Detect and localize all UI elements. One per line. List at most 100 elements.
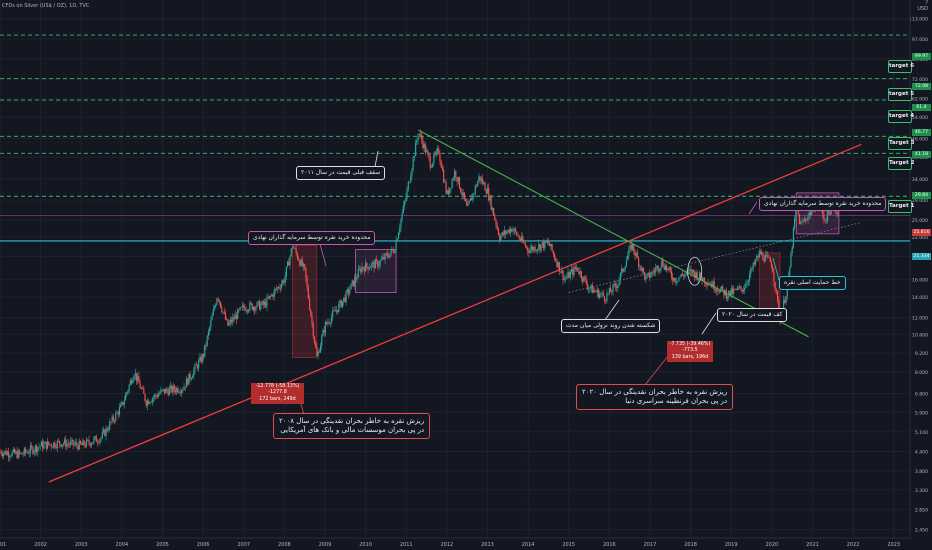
candle-body bbox=[343, 297, 345, 302]
candle-body bbox=[166, 388, 168, 391]
candle-body bbox=[200, 356, 202, 363]
candle-body bbox=[57, 441, 60, 442]
measure-2008-change: -12.778 (-58.13%) -1277.8 bbox=[255, 384, 300, 396]
candle-body bbox=[322, 330, 324, 337]
candle-body bbox=[564, 278, 567, 280]
candle-body bbox=[466, 201, 468, 206]
candle-body bbox=[612, 284, 614, 293]
candle-body bbox=[506, 231, 508, 234]
x-tick-label: 2013 bbox=[481, 542, 494, 548]
candle-body bbox=[39, 446, 41, 447]
candle-body bbox=[568, 272, 570, 278]
symbol-badge[interactable]: ? bbox=[925, 0, 928, 6]
x-tick-label: 2020 bbox=[766, 542, 779, 548]
candle-body bbox=[12, 449, 15, 452]
x-tick-label: 2011 bbox=[400, 542, 413, 548]
target-3-label[interactable]: Target 3 bbox=[888, 137, 915, 150]
candle-body bbox=[227, 319, 229, 326]
candle-body bbox=[484, 182, 486, 191]
candle-body bbox=[450, 187, 452, 189]
candle-body bbox=[658, 269, 660, 271]
candle-body bbox=[638, 257, 640, 267]
candle-body bbox=[94, 436, 96, 439]
candle-body bbox=[534, 246, 536, 252]
candle-body bbox=[37, 447, 39, 453]
candle-body bbox=[82, 440, 84, 446]
candle-body bbox=[193, 370, 195, 377]
candle-body bbox=[195, 364, 197, 366]
candle-body bbox=[435, 150, 437, 155]
candle-body bbox=[674, 278, 676, 283]
candle-body bbox=[404, 201, 406, 206]
candle-body bbox=[5, 450, 7, 455]
candle-body bbox=[204, 344, 206, 357]
support-connector bbox=[772, 257, 780, 281]
candle-body bbox=[324, 322, 327, 333]
peak-2011-note[interactable]: سقف قبلی قیمت در سال ۲۰۱۱ bbox=[296, 166, 386, 180]
candle-body bbox=[92, 442, 94, 444]
candle-body bbox=[389, 253, 391, 258]
candle-body bbox=[400, 218, 402, 228]
candle-body bbox=[171, 385, 173, 393]
target-1-label[interactable]: Target 1 bbox=[888, 200, 915, 213]
target-6-price: 99.97 bbox=[912, 53, 931, 60]
candle-body bbox=[115, 412, 117, 421]
measure-2020[interactable]: -7.735 (-39.46%) -773.5 139 bars, 196d bbox=[667, 341, 713, 363]
candle-body bbox=[202, 354, 205, 357]
candle-body bbox=[792, 228, 795, 248]
zone-2009-note[interactable]: محدوده خرید نقره توسط سرمایه گذاران نهاد… bbox=[248, 231, 376, 245]
currency-unit: USD bbox=[917, 6, 928, 12]
candle-body bbox=[706, 283, 708, 286]
candle-body bbox=[16, 451, 18, 459]
candle-body bbox=[176, 387, 178, 393]
candle-body bbox=[468, 201, 470, 204]
zone-2021-note[interactable]: محدوده خرید نقره توسط سرمایه گذاران نهاد… bbox=[759, 197, 887, 211]
target-6-label[interactable]: target 6 bbox=[888, 60, 914, 73]
candle-body bbox=[68, 444, 71, 445]
candle-body bbox=[475, 185, 478, 187]
target-4-label[interactable]: target 4 bbox=[888, 110, 914, 123]
candle-body bbox=[835, 209, 837, 214]
candle-body bbox=[346, 289, 348, 292]
candle-body bbox=[177, 387, 179, 393]
candle-body bbox=[794, 218, 796, 229]
candle-body bbox=[152, 397, 155, 399]
symbol-title[interactable]: CFDs on Silver (US$ / OZ), 1D, TVC bbox=[2, 3, 90, 9]
candle-body bbox=[21, 452, 23, 455]
candle-body bbox=[602, 292, 604, 297]
candle-body bbox=[372, 261, 374, 264]
candle-body bbox=[219, 302, 222, 308]
candle-body bbox=[340, 300, 342, 307]
candle-body bbox=[497, 228, 500, 235]
candle-body bbox=[31, 445, 33, 448]
candle-body bbox=[1, 454, 4, 456]
candle-body bbox=[167, 390, 169, 396]
candle-body bbox=[455, 171, 457, 178]
candle-body bbox=[274, 288, 277, 291]
bottom-2020-note[interactable]: کف قیمت در سال ۲۰۲۰ bbox=[717, 308, 788, 322]
candle-body bbox=[683, 275, 685, 277]
candle-body bbox=[287, 261, 289, 267]
support-line-note[interactable]: خط حمایت اصلی نقره bbox=[779, 276, 846, 290]
candle-body bbox=[180, 390, 183, 393]
candle-body bbox=[516, 231, 518, 236]
crash-2008-note[interactable]: ریزش نقره به خاطر بحران نقدینگی در سال ۲… bbox=[273, 413, 431, 439]
target-2-label[interactable]: Target 2 bbox=[888, 157, 915, 170]
candle-body bbox=[785, 296, 787, 303]
candle-body bbox=[553, 254, 556, 259]
candle-body bbox=[712, 281, 714, 288]
candle-body bbox=[739, 286, 741, 288]
candle-body bbox=[801, 221, 803, 223]
candle-body bbox=[809, 212, 812, 215]
target-5-label[interactable]: target 5 bbox=[888, 88, 914, 101]
y-tick-label: 2.850 bbox=[915, 507, 928, 513]
breakout-note[interactable]: شکسته شدن روند نزولی میان مدت bbox=[561, 319, 661, 333]
candle-body bbox=[495, 219, 497, 226]
measure-2008[interactable]: -12.778 (-58.13%) -1277.8 172 bars, 249d bbox=[251, 383, 304, 405]
candle-body bbox=[757, 256, 759, 258]
candle-body bbox=[735, 289, 737, 290]
candle-body bbox=[802, 221, 804, 222]
candle-body bbox=[500, 235, 502, 241]
crash-2020-note[interactable]: ریزش نقره به خاطر بحران نقدینگی در سال ۲… bbox=[576, 384, 734, 410]
y-tick-label: 3.300 bbox=[915, 488, 928, 494]
